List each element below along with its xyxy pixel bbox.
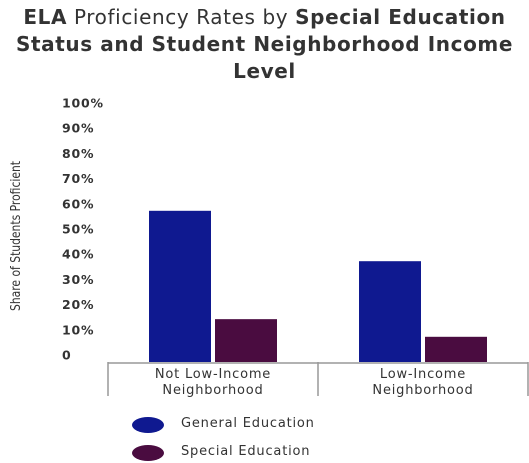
bar: [215, 319, 277, 362]
title-segment: ELA: [23, 5, 68, 29]
legend-marker: [132, 417, 164, 433]
bar: [149, 210, 211, 362]
x-tick-label: Low-Income Neighborhood: [372, 367, 474, 398]
bar: [425, 336, 487, 362]
y-axis-label: Share of Students Proficient: [9, 161, 24, 311]
y-tick-label: 60%: [62, 196, 94, 211]
y-tick-label: 90%: [62, 121, 94, 136]
y-tick-label: 70%: [62, 171, 94, 186]
title-segment: Proficiency Rates by: [67, 5, 296, 29]
y-tick-label: 80%: [62, 146, 94, 161]
chart-title: ELA Proficiency Rates by Special Educati…: [10, 4, 519, 85]
y-tick-label: 0: [62, 348, 72, 363]
x-tick-label: Not Low-Income Neighborhood: [154, 367, 272, 398]
y-tick-label: 50%: [62, 222, 94, 237]
legend-label: General Education: [181, 416, 315, 431]
title-segment: Special Education Status and Student Nei…: [15, 5, 514, 83]
y-tick-label: 10%: [62, 322, 94, 337]
y-tick-label: 100%: [62, 96, 104, 111]
y-tick-label: 40%: [62, 247, 94, 262]
legend-label: Special Education: [181, 444, 311, 459]
bar: [359, 261, 421, 362]
y-tick-label: 20%: [62, 297, 94, 312]
legend-marker: [132, 445, 164, 461]
y-tick-label: 30%: [62, 272, 94, 287]
